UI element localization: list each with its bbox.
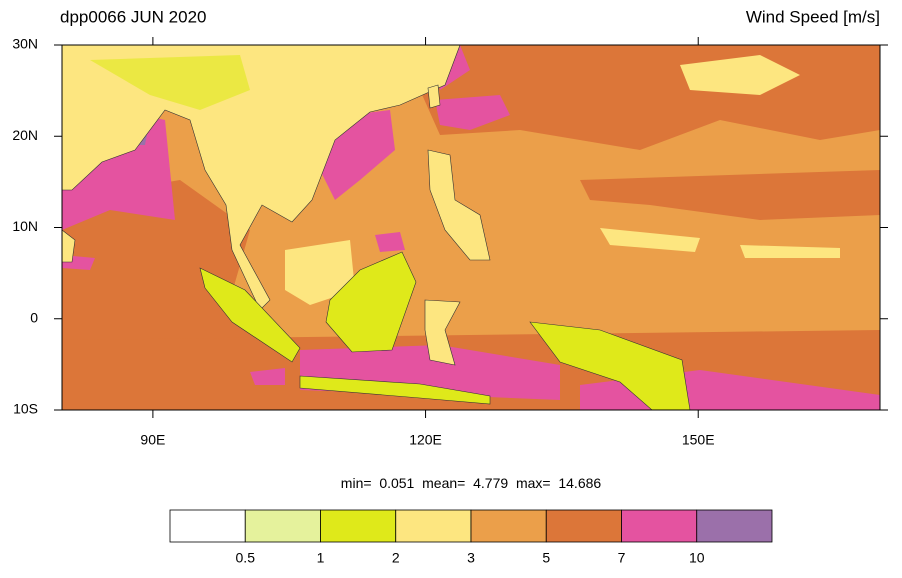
stats-mean: 4.779 bbox=[473, 475, 508, 491]
colorbar-label: 1 bbox=[317, 550, 325, 566]
stats: min= 0.051 mean= 4.779 max= 14.686 bbox=[341, 475, 602, 491]
colorbar-box bbox=[169, 509, 246, 543]
map-field bbox=[61, 44, 880, 411]
y-tick-label: 20N bbox=[12, 127, 38, 143]
colorbar-box bbox=[545, 509, 622, 543]
stats-min-label: min= bbox=[341, 475, 372, 491]
stats-min: 0.051 bbox=[379, 475, 414, 491]
y-tick-label: 10N bbox=[12, 218, 38, 234]
title: dpp0066 JUN 2020 bbox=[60, 7, 207, 26]
stats-mean-label: mean= bbox=[422, 475, 465, 491]
colorbar-label: 3 bbox=[467, 550, 475, 566]
x-tick-label: 150E bbox=[682, 432, 715, 448]
colorbar-label: 2 bbox=[392, 550, 400, 566]
colorbar-label: 5 bbox=[542, 550, 550, 566]
colorbar-label: 0.5 bbox=[236, 550, 256, 566]
colorbar-box bbox=[244, 509, 321, 543]
colorbar-box bbox=[395, 509, 472, 543]
stats-max: 14.686 bbox=[558, 475, 601, 491]
stats-max-label: max= bbox=[516, 475, 551, 491]
colorbar-box bbox=[320, 509, 397, 543]
variable-label: Wind Speed [m/s] bbox=[746, 7, 880, 26]
colorbar-label: 10 bbox=[689, 550, 705, 566]
x-tick-label: 120E bbox=[409, 432, 442, 448]
colorbar-box bbox=[621, 509, 698, 543]
colorbar-label: 7 bbox=[618, 550, 626, 566]
y-tick-label: 0 bbox=[30, 309, 38, 325]
x-tick-label: 90E bbox=[140, 432, 165, 448]
y-tick-label: 30N bbox=[12, 36, 38, 52]
y-tick-label: 10S bbox=[13, 401, 38, 417]
colorbar-box bbox=[470, 509, 547, 543]
colorbar-box bbox=[696, 509, 773, 543]
